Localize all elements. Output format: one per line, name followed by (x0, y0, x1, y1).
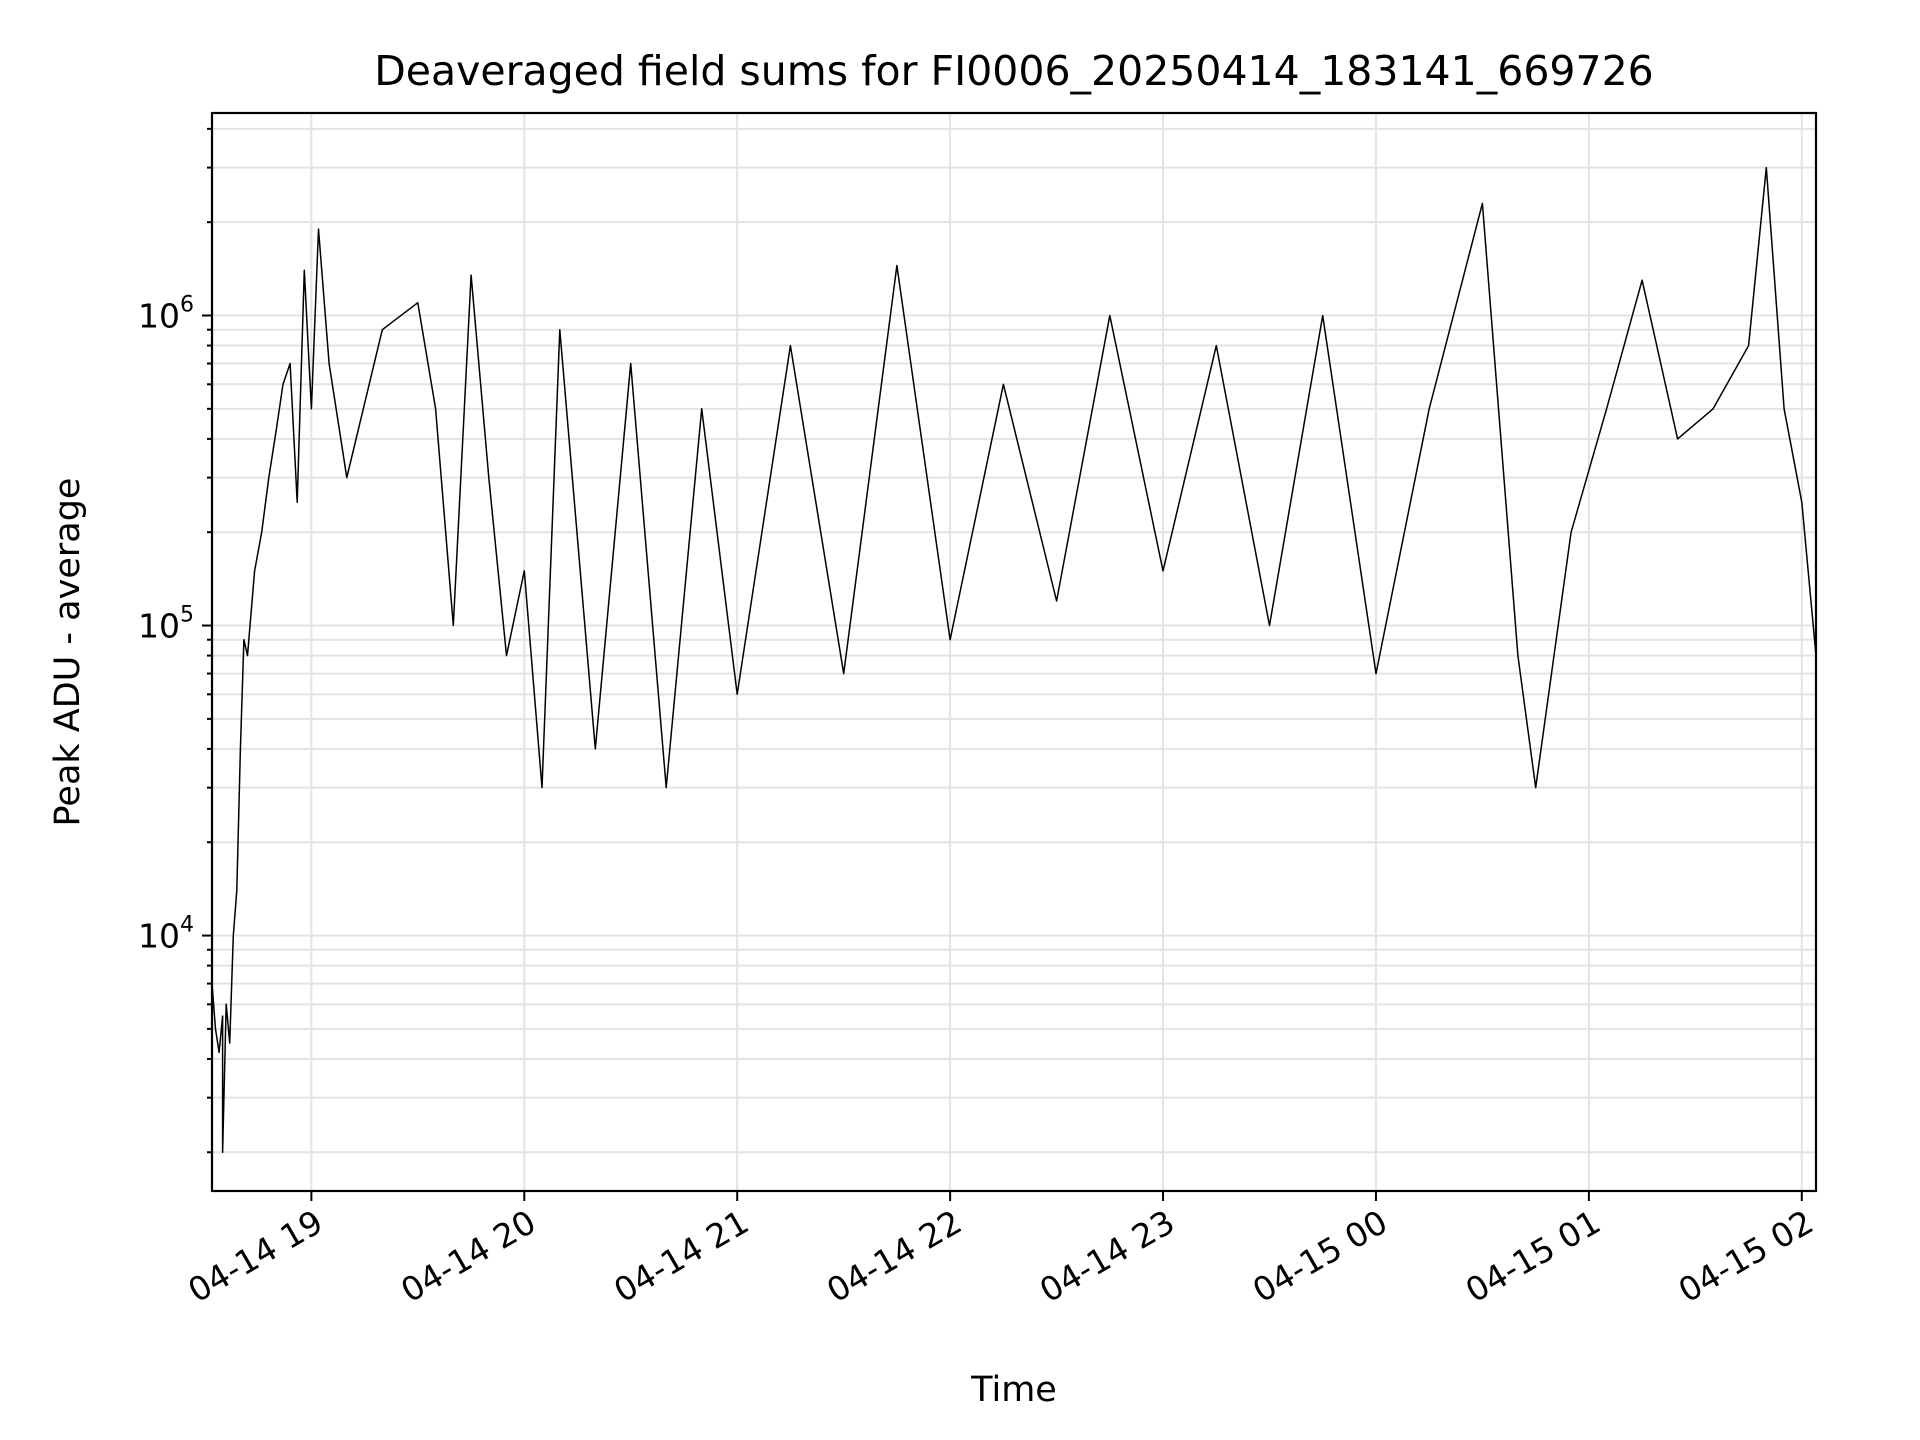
y-tick-label: 105 (138, 603, 194, 646)
plot-frame (210, 111, 1818, 1193)
chart-title: Deaveraged field sums for FI0006_2025041… (374, 47, 1654, 95)
y-tick-label: 106 (138, 293, 194, 336)
series-line (211, 166, 1817, 1154)
y-axis: 104 105 106 (138, 127, 212, 1154)
y-axis-label: Peak ADU - average (48, 478, 88, 827)
series-group (211, 166, 1817, 1154)
y-tick-label: 104 (138, 913, 194, 956)
grid (212, 113, 1816, 1191)
x-axis-label: Time (970, 1370, 1057, 1410)
